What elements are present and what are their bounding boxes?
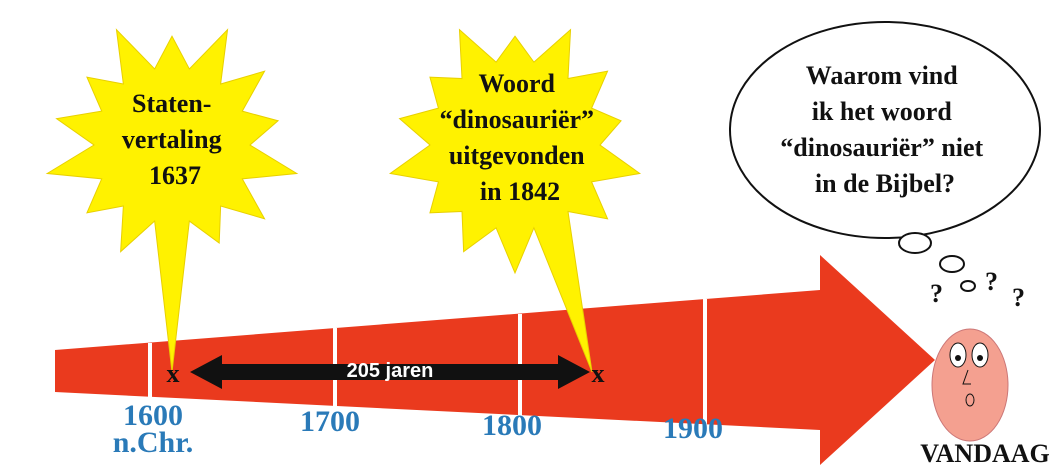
era-label: n.Chr. (113, 426, 194, 459)
question-mark: ? (985, 267, 998, 296)
head (932, 329, 1008, 441)
span-label: 205 jaren (347, 360, 434, 382)
year-label: 1700 (300, 405, 360, 438)
year-label: 1900 (663, 412, 723, 445)
marker: x (167, 359, 180, 388)
bubble-dot (940, 256, 964, 272)
year-label: 1800 (482, 409, 542, 442)
bubble-dot (899, 233, 931, 253)
face (932, 329, 1008, 441)
diagram: Staten- vertaling 1637 Woord “dinosaurië… (0, 0, 1063, 471)
marker: x (592, 359, 605, 388)
bubble-dot (961, 281, 975, 291)
pupil (977, 355, 983, 361)
question-mark: ? (1012, 283, 1025, 312)
question-mark: ? (930, 279, 943, 308)
pupil (955, 355, 961, 361)
burst (47, 30, 297, 372)
thought-bubble (730, 22, 1040, 238)
end-label: VANDAAG (920, 439, 1050, 468)
